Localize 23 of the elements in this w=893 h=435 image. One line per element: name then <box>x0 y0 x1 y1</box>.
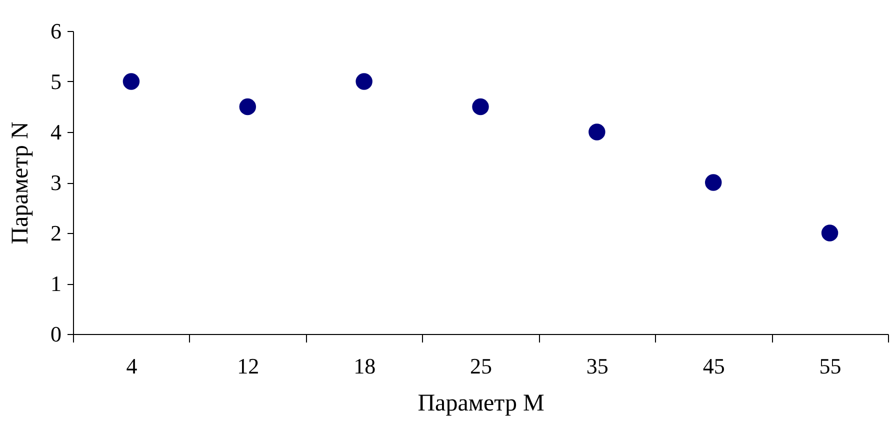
x-tick-label: 4 <box>126 354 138 378</box>
y-axis-title: Параметр N <box>8 122 34 244</box>
point <box>588 124 606 140</box>
point <box>821 224 838 242</box>
x-axis-title: Параметр M <box>418 390 544 416</box>
y-tick-label: 4 <box>50 120 62 144</box>
point <box>356 73 372 90</box>
point <box>704 174 722 191</box>
x-tick-label: 45 <box>702 354 725 378</box>
point <box>122 73 140 90</box>
point <box>472 98 489 116</box>
x-tick-label: 12 <box>237 354 260 378</box>
y-tick-label: 2 <box>50 220 62 246</box>
y-tick-label: 3 <box>50 170 62 195</box>
x-tick-label: 35 <box>586 354 608 378</box>
y-tick-label: 1 <box>50 271 62 296</box>
x-tick-label: 55 <box>819 354 842 378</box>
y-tick-label: 6 <box>50 18 62 44</box>
x-tick-label: 18 <box>354 354 376 378</box>
y-tick-label: 0 <box>50 322 62 346</box>
x-tick-label: 25 <box>470 354 492 378</box>
point <box>239 98 256 116</box>
y-tick-label: 5 <box>50 69 62 94</box>
